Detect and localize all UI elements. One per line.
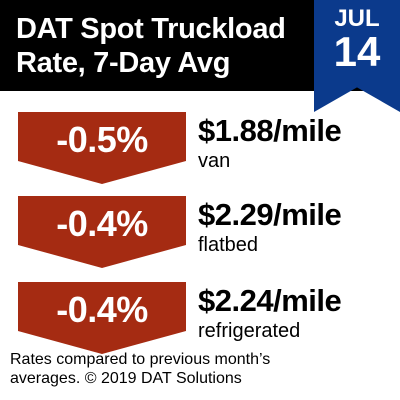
footnote-line-1: Rates compared to previous month’s — [10, 351, 271, 368]
change-badge: -0.4% — [18, 282, 186, 354]
change-value: -0.4% — [56, 203, 148, 244]
change-value: -0.5% — [56, 119, 148, 160]
date-ribbon: JUL 14 — [314, 0, 400, 112]
rate-value: $1.88/mile — [198, 113, 342, 148]
equipment-type: van — [198, 150, 231, 172]
change-badge: -0.4% — [18, 196, 186, 268]
date-day: 14 — [333, 28, 381, 75]
page-title: DAT Spot Truckload Rate, 7-Day Avg — [16, 12, 316, 80]
title-line-2: Rate, 7-Day Avg — [16, 47, 231, 79]
rate-row-van: -0.5% $1.88/mile van — [0, 112, 400, 186]
change-badge: -0.5% — [18, 112, 186, 184]
rate-value: $2.29/mile — [198, 197, 342, 232]
footnote-line-2: averages. © 2019 DAT Solutions — [10, 370, 242, 387]
equipment-type: refrigerated — [198, 320, 301, 342]
equipment-type: flatbed — [198, 234, 259, 256]
rate-row-refrigerated: -0.4% $2.24/mile refrigerated — [0, 282, 400, 356]
title-line-1: DAT Spot Truckload — [16, 13, 286, 45]
date-month: JUL — [334, 5, 380, 32]
change-value: -0.4% — [56, 289, 148, 330]
footnote: Rates compared to previous month’s avera… — [10, 350, 395, 388]
rate-value: $2.24/mile — [198, 283, 342, 318]
rate-row-flatbed: -0.4% $2.29/mile flatbed — [0, 196, 400, 270]
